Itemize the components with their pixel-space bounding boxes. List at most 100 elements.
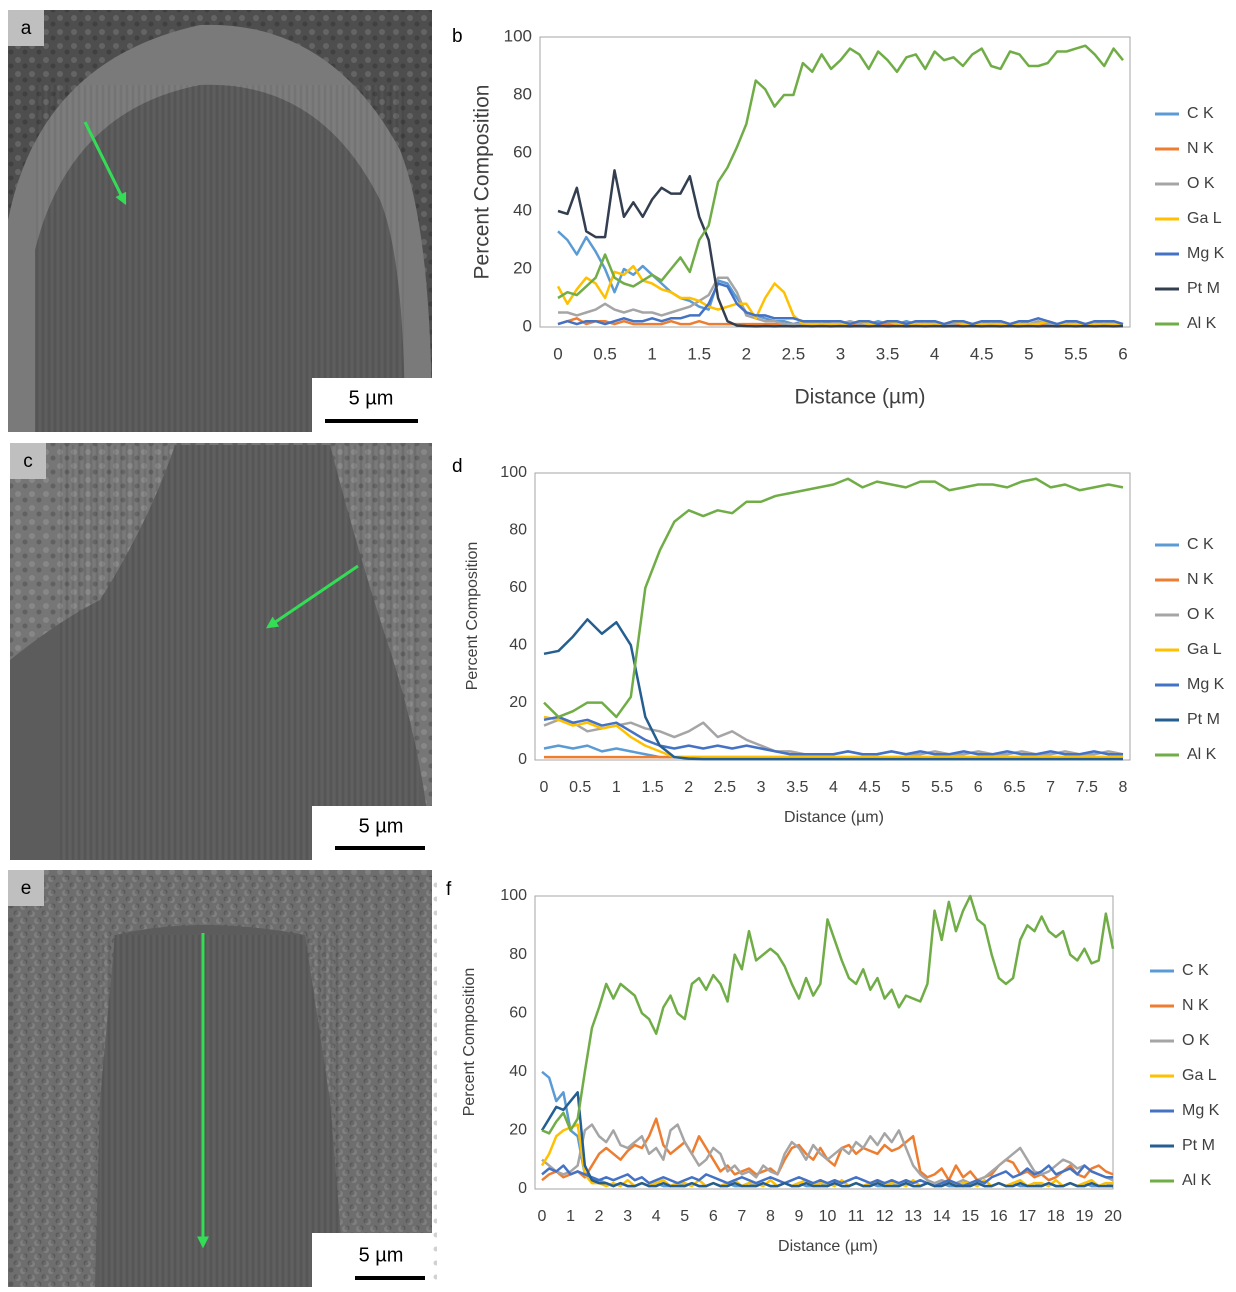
legend-label: Al K	[1182, 1172, 1212, 1189]
x-tick-label: 2	[684, 779, 693, 796]
x-tick-label: 4	[829, 779, 838, 796]
x-tick-label: 6	[974, 779, 983, 796]
scale-bar-label: 5 µm	[359, 815, 404, 837]
y-tick-label: 20	[513, 258, 532, 277]
panel-label: d	[452, 456, 463, 477]
y-tick-label: 60	[513, 142, 532, 161]
x-tick-label: 1	[647, 344, 656, 363]
x-tick-label: 2.5	[782, 344, 806, 363]
data-line	[540, 1091, 1113, 1188]
x-axis-title: Distance (µm)	[778, 1238, 878, 1255]
legend-label: N K	[1182, 997, 1209, 1014]
x-tick-label: 3	[836, 344, 845, 363]
x-tick-label: 9	[794, 1208, 803, 1225]
legend-label: O K	[1187, 606, 1215, 623]
x-tick-label: 1.5	[641, 779, 663, 796]
x-tick-label: 6	[1118, 344, 1127, 363]
y-tick-label: 60	[509, 1004, 527, 1021]
legend-label: Pt M	[1187, 711, 1220, 728]
x-tick-label: 6	[709, 1208, 718, 1225]
data-line	[543, 618, 1123, 761]
panel-label: e	[21, 878, 32, 899]
y-tick-label: 40	[509, 1063, 527, 1080]
y-tick-label: 0	[518, 1180, 527, 1197]
data-line	[543, 477, 1124, 719]
legend-label: N K	[1187, 571, 1214, 588]
x-tick-label: 5.5	[1064, 344, 1088, 363]
sem-image: e 5 µm	[8, 870, 437, 1292]
legend-label: Ga L	[1187, 210, 1222, 227]
x-tick-label: 5	[680, 1208, 689, 1225]
x-tick-label: 3	[623, 1208, 632, 1225]
y-tick-label: 20	[509, 1122, 527, 1139]
y-tick-label: 100	[500, 464, 527, 481]
data-line	[540, 1123, 1113, 1188]
legend-label: Mg K	[1187, 245, 1225, 262]
panel-label: c	[23, 451, 33, 472]
legend-label: N K	[1187, 140, 1214, 157]
legend-label: Pt M	[1182, 1137, 1215, 1154]
y-axis-title: Percent Composition	[464, 542, 481, 691]
x-tick-label: 0	[553, 344, 562, 363]
y-tick-label: 40	[513, 200, 532, 219]
data-line	[556, 264, 1123, 326]
x-tick-label: 18	[1047, 1208, 1065, 1225]
data-line	[541, 1164, 1113, 1188]
x-tick-label: 20	[1104, 1208, 1122, 1225]
data-line	[557, 44, 1124, 300]
data-line	[543, 715, 1123, 756]
x-tick-label: 6.5	[1003, 779, 1025, 796]
data-line	[541, 1117, 1114, 1182]
x-axis-title: Distance (µm)	[794, 386, 925, 409]
x-tick-label: 8	[1119, 779, 1128, 796]
y-tick-label: 100	[504, 26, 532, 45]
x-tick-label: 4	[930, 344, 939, 363]
x-tick-label: 2	[595, 1208, 604, 1225]
x-tick-label: 13	[904, 1208, 922, 1225]
panel-label: b	[452, 26, 463, 47]
x-tick-label: 14	[933, 1208, 951, 1225]
y-tick-label: 100	[500, 887, 527, 904]
data-line	[541, 1123, 1114, 1185]
legend-label: Al K	[1187, 315, 1217, 332]
legend-label: C K	[1182, 962, 1209, 979]
data-line	[557, 230, 1123, 326]
x-tick-label: 2.5	[714, 779, 736, 796]
y-tick-label: 40	[509, 636, 527, 653]
x-tick-label: 3	[757, 779, 766, 796]
plot-frame	[534, 472, 1131, 761]
x-tick-label: 0	[538, 1208, 547, 1225]
y-tick-label: 0	[518, 751, 527, 768]
panel-label: a	[21, 18, 32, 39]
x-tick-label: 3.5	[786, 779, 808, 796]
chart: b 0 20 40 60 80 100 0 0.5 1 1.5 2 2.5 3 3.5 4 4.5 5 5.5 6 Pe…	[452, 26, 1225, 409]
x-tick-label: 5	[1024, 344, 1033, 363]
sem-image: c 5 µm	[10, 443, 432, 860]
legend-label: Mg K	[1187, 676, 1225, 693]
x-tick-label: 10	[819, 1208, 837, 1225]
legend-label: C K	[1187, 105, 1214, 122]
y-tick-label: 60	[509, 579, 527, 596]
data-line	[543, 715, 1123, 759]
panel-label: f	[446, 879, 452, 900]
x-tick-label: 17	[1018, 1208, 1036, 1225]
x-tick-label: 5.5	[931, 779, 953, 796]
scale-bar-label: 5 µm	[349, 387, 394, 409]
y-axis-title: Percent Composition	[461, 968, 478, 1117]
x-tick-label: 3.5	[876, 344, 900, 363]
y-tick-label: 80	[513, 84, 532, 103]
legend-label: C K	[1187, 536, 1214, 553]
y-tick-label: 80	[509, 522, 527, 539]
x-tick-label: 1	[612, 779, 621, 796]
x-tick-label: 0.5	[569, 779, 591, 796]
x-tick-label: 2	[742, 344, 751, 363]
x-tick-label: 1	[566, 1208, 575, 1225]
x-tick-label: 1.5	[687, 344, 711, 363]
data-line	[557, 169, 1124, 328]
legend-label: Ga L	[1182, 1067, 1217, 1084]
x-tick-label: 4.5	[970, 344, 994, 363]
legend-label: Mg K	[1182, 1102, 1220, 1119]
